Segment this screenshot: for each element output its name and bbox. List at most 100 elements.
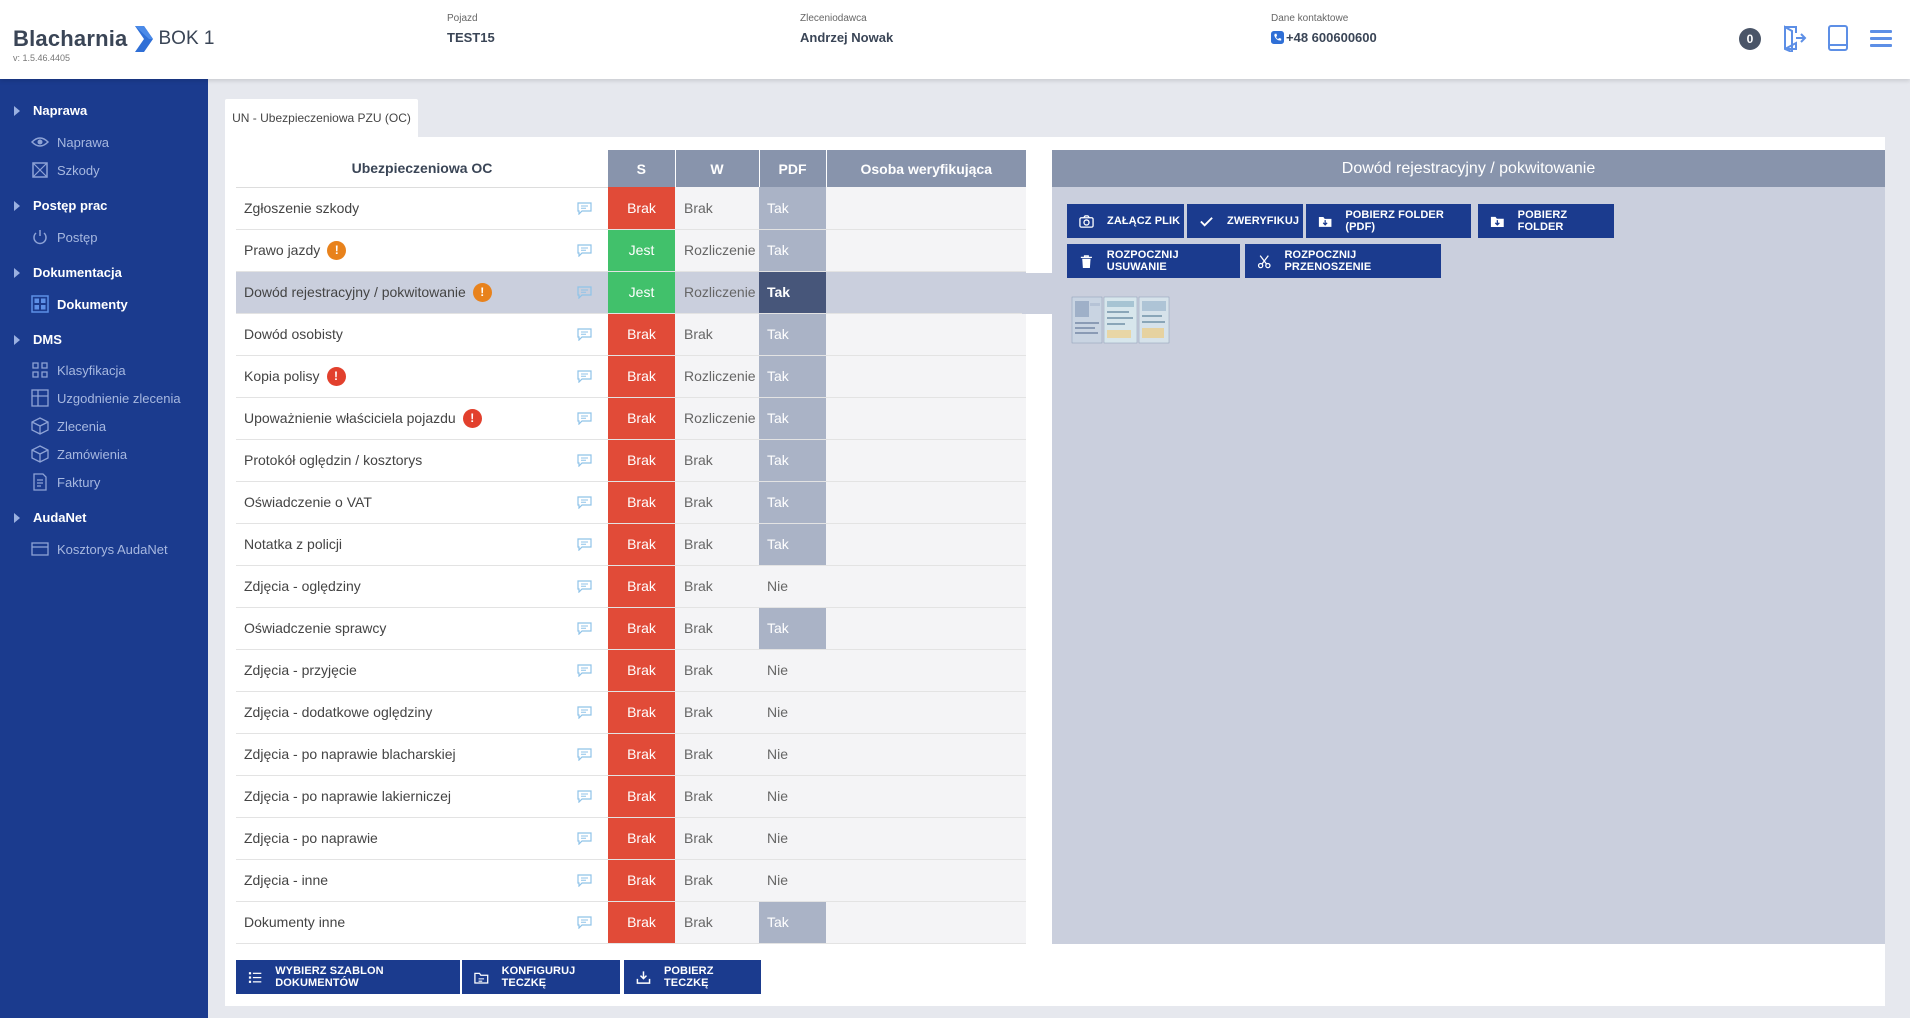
comment-icon[interactable] xyxy=(577,873,592,887)
pdf-cell[interactable]: Nie xyxy=(759,775,826,818)
comment-icon[interactable] xyxy=(577,747,592,761)
table-row[interactable]: Kopia polisy! Brak Rozliczenie Tak xyxy=(236,355,1026,398)
pdf-cell[interactable]: Tak xyxy=(759,439,826,482)
status-w-cell[interactable]: Brak xyxy=(675,313,759,356)
comment-icon[interactable] xyxy=(577,621,592,635)
table-row[interactable]: Zgłoszenie szkody Brak Brak Tak xyxy=(236,187,1026,230)
status-w-cell[interactable]: Brak xyxy=(675,775,759,818)
status-w-cell[interactable]: Brak xyxy=(675,523,759,566)
sidebar-item-kosztorys-audanet[interactable]: Kosztorys AudaNet xyxy=(31,540,168,558)
start-move-button[interactable]: ROZPOCZNIJ PRZENOSZENIE xyxy=(1245,244,1441,278)
status-w-cell[interactable]: Brak xyxy=(675,439,759,482)
menu-icon[interactable] xyxy=(1867,24,1895,52)
sidebar-section-naprawa[interactable]: Naprawa xyxy=(14,103,87,118)
document-thumbnail[interactable] xyxy=(1070,296,1171,344)
status-s-cell[interactable]: Jest xyxy=(608,271,675,314)
sidebar-item-postep[interactable]: Postęp xyxy=(31,228,97,246)
comment-icon[interactable] xyxy=(577,495,592,509)
status-s-cell[interactable]: Brak xyxy=(608,355,675,398)
configure-folder-button[interactable]: KONFIGURUJ TECZKĘ xyxy=(462,960,620,994)
sidebar-section-dokumentacja[interactable]: Dokumentacja xyxy=(14,265,122,280)
sidebar-section-audanet[interactable]: AudaNet xyxy=(14,510,86,525)
sidebar-section-dms[interactable]: DMS xyxy=(14,332,62,347)
status-w-cell[interactable]: Brak xyxy=(675,607,759,650)
status-w-cell[interactable]: Brak xyxy=(675,859,759,902)
sidebar-item-naprawa[interactable]: Naprawa xyxy=(31,133,109,151)
status-s-cell[interactable]: Brak xyxy=(608,313,675,356)
comment-icon[interactable] xyxy=(577,663,592,677)
status-s-cell[interactable]: Brak xyxy=(608,397,675,440)
comment-icon[interactable] xyxy=(577,411,592,425)
comment-icon[interactable] xyxy=(577,831,592,845)
table-row[interactable]: Zdjęcia - inne Brak Brak Nie xyxy=(236,859,1026,902)
attach-file-button[interactable]: ZAŁĄCZ PLIK xyxy=(1067,204,1184,238)
status-s-cell[interactable]: Brak xyxy=(608,775,675,818)
sidebar-item-szkody[interactable]: Szkody xyxy=(31,161,100,179)
sidebar-item-dokumenty[interactable]: Dokumenty xyxy=(31,295,128,313)
pdf-cell[interactable]: Tak xyxy=(759,187,826,230)
table-row[interactable]: Protokół oględzin / kosztorys Brak Brak Tak xyxy=(236,439,1026,482)
table-row[interactable]: Oświadczenie sprawcy Brak Brak Tak xyxy=(236,607,1026,650)
status-w-cell[interactable]: Brak xyxy=(675,901,759,944)
comment-icon[interactable] xyxy=(577,285,592,299)
sidebar-section-postep-prac[interactable]: Postęp prac xyxy=(14,198,107,213)
status-s-cell[interactable]: Brak xyxy=(608,523,675,566)
pdf-cell[interactable]: Nie xyxy=(759,859,826,902)
contact-value-wrap[interactable]: +48 600600600 xyxy=(1271,30,1377,45)
table-row[interactable]: Oświadczenie o VAT Brak Brak Tak xyxy=(236,481,1026,524)
status-s-cell[interactable]: Brak xyxy=(608,565,675,608)
pdf-cell[interactable]: Tak xyxy=(759,607,826,650)
pdf-cell[interactable]: Nie xyxy=(759,733,826,776)
pdf-cell[interactable]: Tak xyxy=(759,313,826,356)
comment-icon[interactable] xyxy=(577,327,592,341)
status-w-cell[interactable]: Rozliczenie xyxy=(675,355,759,398)
comment-icon[interactable] xyxy=(577,453,592,467)
download-folder-button[interactable]: POBIERZ FOLDER xyxy=(1478,204,1614,238)
select-template-button[interactable]: WYBIERZ SZABLON DOKUMENTÓW xyxy=(236,960,460,994)
status-s-cell[interactable]: Brak xyxy=(608,859,675,902)
comment-icon[interactable] xyxy=(577,705,592,719)
comment-icon[interactable] xyxy=(577,915,592,929)
status-s-cell[interactable]: Brak xyxy=(608,649,675,692)
status-w-cell[interactable]: Brak xyxy=(675,691,759,734)
sidebar-item-klasyfikacja[interactable]: Klasyfikacja xyxy=(31,361,126,379)
comment-icon[interactable] xyxy=(577,537,592,551)
pdf-cell[interactable]: Tak xyxy=(759,271,826,314)
pdf-cell[interactable]: Tak xyxy=(759,229,826,272)
pdf-cell[interactable]: Nie xyxy=(759,649,826,692)
tablet-icon[interactable] xyxy=(1824,24,1852,52)
status-s-cell[interactable]: Brak xyxy=(608,607,675,650)
table-row[interactable]: Zdjęcia - po naprawie blacharskiej Brak Br… xyxy=(236,733,1026,776)
table-row[interactable]: Zdjęcia - po naprawie lakierniczej Brak Br… xyxy=(236,775,1026,818)
table-row[interactable]: Zdjęcia - oględziny Brak Brak Nie xyxy=(236,565,1026,608)
status-w-cell[interactable]: Rozliczenie xyxy=(675,229,759,272)
comment-icon[interactable] xyxy=(577,243,592,257)
comment-icon[interactable] xyxy=(577,789,592,803)
table-row[interactable]: Zdjęcia - po naprawie Brak Brak Nie xyxy=(236,817,1026,860)
status-s-cell[interactable]: Brak xyxy=(608,439,675,482)
app-logo[interactable]: Blacharnia BOK 1 xyxy=(13,24,214,54)
pdf-cell[interactable]: Nie xyxy=(759,817,826,860)
status-w-cell[interactable]: Rozliczenie xyxy=(675,271,759,314)
notification-badge[interactable]: 0 xyxy=(1739,28,1761,50)
sidebar-item-zamowienia[interactable]: Zamówienia xyxy=(31,445,127,463)
pdf-cell[interactable]: Tak xyxy=(759,397,826,440)
download-case-folder-button[interactable]: POBIERZ TECZKĘ xyxy=(624,960,761,994)
table-row[interactable]: Zdjęcia - przyjęcie Brak Brak Nie xyxy=(236,649,1026,692)
pdf-cell[interactable]: Tak xyxy=(759,355,826,398)
status-w-cell[interactable]: Brak xyxy=(675,733,759,776)
pdf-cell[interactable]: Nie xyxy=(759,691,826,734)
status-s-cell[interactable]: Jest xyxy=(608,229,675,272)
sidebar-item-faktury[interactable]: Faktury xyxy=(31,473,100,491)
pdf-cell[interactable]: Nie xyxy=(759,565,826,608)
status-s-cell[interactable]: Brak xyxy=(608,817,675,860)
status-w-cell[interactable]: Rozliczenie xyxy=(675,397,759,440)
verify-button[interactable]: ZWERYFIKUJ xyxy=(1187,204,1303,238)
comment-icon[interactable] xyxy=(577,369,592,383)
status-s-cell[interactable]: Brak xyxy=(608,901,675,944)
comment-icon[interactable] xyxy=(577,201,592,215)
table-row[interactable]: Notatka z policji Brak Brak Tak xyxy=(236,523,1026,566)
tab-documents-folder[interactable]: UN - Ubezpieczeniowa PZU (OC) xyxy=(225,99,418,137)
pdf-cell[interactable]: Tak xyxy=(759,901,826,944)
status-w-cell[interactable]: Brak xyxy=(675,481,759,524)
